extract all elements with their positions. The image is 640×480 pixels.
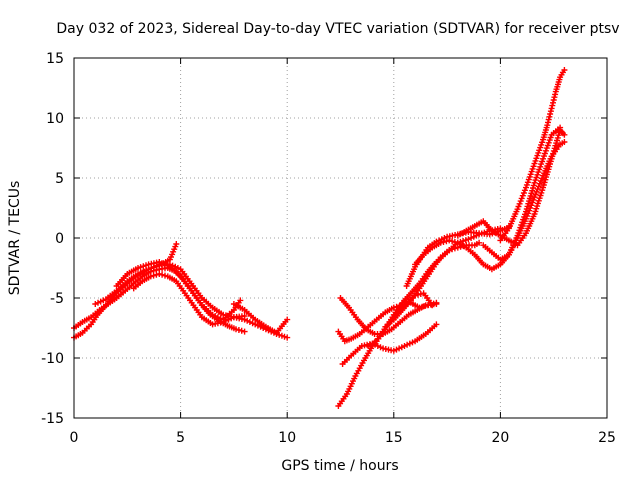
data-point [235,327,242,333]
data-point [222,317,229,324]
data-point [284,316,291,323]
data-point [162,272,168,279]
data-point [147,273,154,280]
x-tick-label: 15 [385,430,403,446]
grid-lines [74,58,607,418]
x-tick-label: 0 [70,430,79,446]
series-sat-i [339,321,440,367]
data-point [561,139,568,145]
x-axis-label: GPS time / hours [281,458,398,474]
data-point [284,334,291,341]
data-point [433,321,440,328]
data-point [547,111,554,117]
series-sat-f [230,301,291,336]
data-point [449,246,456,253]
data-point [529,199,536,206]
y-tick-label: 5 [55,171,64,187]
y-tick-label: -5 [50,291,64,307]
data-point [446,247,453,253]
data-point [517,224,524,231]
x-tick-label: 10 [278,430,296,446]
data-point [390,304,397,311]
data-point [517,198,524,205]
y-tick-label: 15 [46,51,64,67]
data-point [534,186,541,193]
y-tick-label: 0 [55,231,64,247]
data-point [237,297,244,304]
data-point [173,241,180,247]
series-sat-d [113,259,244,323]
data-point [156,271,163,277]
data-point [476,239,483,246]
data-point [417,291,424,297]
data-point [153,271,160,278]
data-series [71,67,568,409]
chart-title: Day 032 of 2023, Sidereal Day-to-day VTE… [56,21,619,37]
data-point [534,152,541,159]
data-point [528,168,535,175]
data-point [520,216,527,223]
data-point [557,124,564,131]
data-point [561,67,568,73]
data-point [443,238,450,245]
data-point [449,238,456,245]
data-point [561,131,568,138]
data-point [451,239,458,245]
data-point [514,232,521,239]
data-point [214,314,221,321]
data-point [150,272,157,279]
y-tick-label: 10 [46,111,64,127]
y-tick-label: -10 [41,351,64,367]
data-point [246,319,253,325]
data-point [238,327,245,334]
data-point [523,184,529,191]
data-point [525,176,532,183]
data-point [531,160,538,167]
series-sat-p [497,67,568,244]
series-sat-q [480,124,564,263]
y-tick-label: -15 [41,411,64,427]
data-point [534,203,541,210]
data-point [451,245,458,252]
data-point [233,326,239,333]
data-point [446,237,453,244]
y-axis-label: SDTVAR / TECUs [7,181,23,296]
data-point [537,144,544,151]
x-tick-label: 5 [176,430,185,446]
axis-ticks: 0 5 10 15 20 25 -15 -10 -5 0 5 10 15 [41,51,616,446]
data-point [241,328,248,335]
x-tick-label: 20 [491,430,509,446]
data-point [440,239,447,245]
data-point [158,260,165,267]
data-point [550,150,557,157]
x-tick-label: 25 [598,430,616,446]
data-point [437,239,444,246]
data-point [159,271,166,278]
data-point [433,301,440,307]
data-point [174,265,181,271]
